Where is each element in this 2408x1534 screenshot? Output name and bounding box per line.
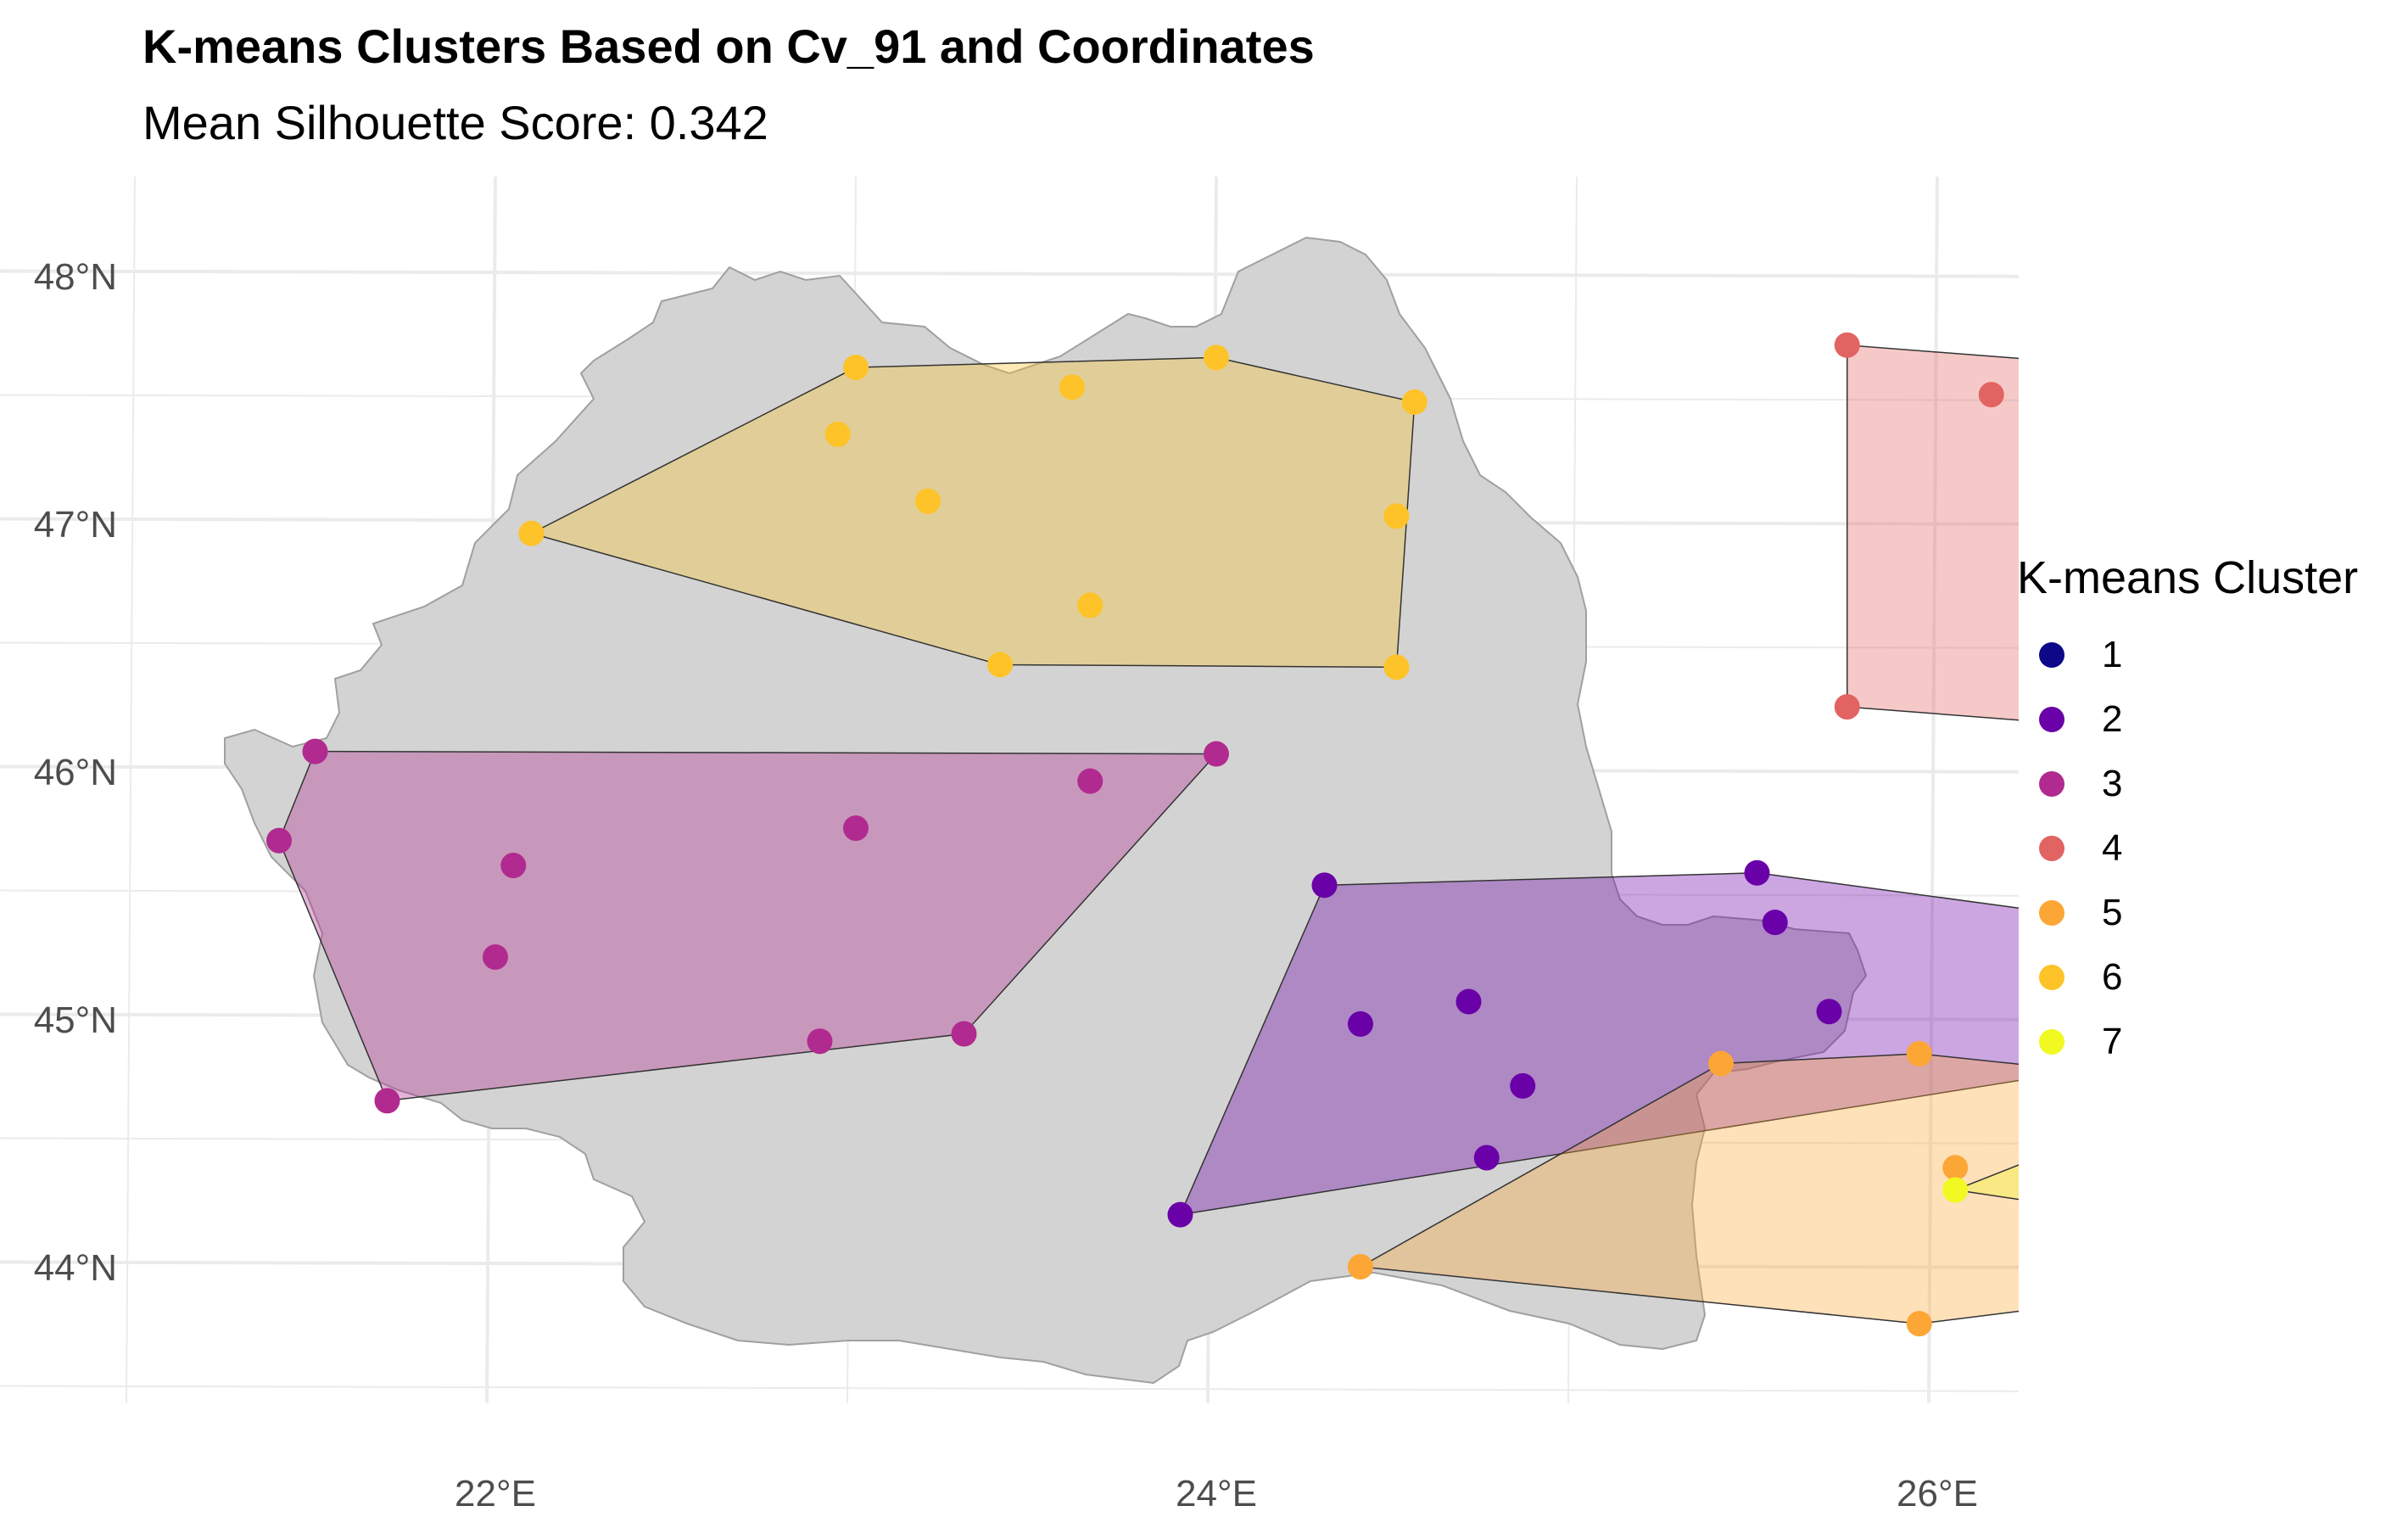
cluster-5-point xyxy=(1708,1050,1734,1077)
cluster-2-point xyxy=(1816,999,1842,1025)
gridline-lon-26 xyxy=(1927,176,1939,1403)
legend-label: 4 xyxy=(2102,827,2123,869)
legend-item-2: 2 xyxy=(2017,687,2358,752)
cluster-3-point xyxy=(500,852,527,878)
x-tick-label: 24°E xyxy=(1176,1473,1257,1514)
cluster-6-point xyxy=(1059,374,1085,400)
gridlines xyxy=(0,176,2019,1403)
legend-key-icon xyxy=(2039,707,2064,732)
y-tick-label: 48°N xyxy=(34,256,117,298)
gridline-lat-44.5 xyxy=(0,1137,2019,1145)
y-tick-label: 47°N xyxy=(34,504,117,546)
cluster-6-point xyxy=(518,520,545,546)
legend-key-icon xyxy=(2039,771,2064,797)
x-tick-label: 26°E xyxy=(1897,1473,1978,1514)
plot-area: 22°E24°E26°E28°E30°E 44°N45°N46°N47°N48°… xyxy=(0,176,2019,1514)
legend-label: 3 xyxy=(2102,763,2123,804)
cluster-2-point xyxy=(1167,1201,1193,1228)
cluster-6-point xyxy=(1077,592,1103,619)
legend-item-5: 5 xyxy=(2017,881,2358,945)
cluster-6-point xyxy=(843,355,869,381)
x-axis-ticks: 22°E24°E26°E28°E30°E xyxy=(455,1473,1978,1514)
cluster-6-point xyxy=(1204,344,1229,371)
cluster-5-point xyxy=(1906,1311,1932,1337)
cluster-2-point xyxy=(1348,1011,1373,1037)
legend-key-icon xyxy=(2039,1029,2064,1055)
cluster-6-point xyxy=(1401,389,1427,415)
cluster-5-point xyxy=(1906,1040,1932,1067)
cluster-6-point xyxy=(915,488,941,514)
legend: K-means Cluster 1 2 3 4 5 6 7 xyxy=(2017,551,2358,1074)
cluster-4-point xyxy=(1834,694,1860,720)
legend-title: K-means Cluster xyxy=(2017,552,2359,603)
gridline-lat-44 xyxy=(0,1260,2019,1269)
cluster-2-point xyxy=(1744,859,1770,886)
cluster-6-point xyxy=(987,652,1013,678)
cluster-2-point xyxy=(1762,910,1788,936)
legend-item-3: 3 xyxy=(2017,752,2358,816)
chart-subtitle: Mean Silhouette Score: 0.342 xyxy=(142,96,768,149)
cluster-3-hull xyxy=(278,750,1218,1102)
legend-key-icon xyxy=(2039,642,2064,668)
romania-base-map xyxy=(224,236,1868,1385)
legend-label: 2 xyxy=(2102,698,2123,740)
gridline-lat-48 xyxy=(0,269,2019,278)
legend-label: 6 xyxy=(2102,956,2123,998)
legend-item-1: 1 xyxy=(2017,623,2358,687)
x-tick-label: 22°E xyxy=(455,1473,536,1514)
cluster-4-point xyxy=(1978,382,2004,408)
cluster-7-point xyxy=(1942,1177,1969,1203)
cluster-6-point xyxy=(1383,503,1410,529)
y-tick-label: 46°N xyxy=(34,752,117,793)
legend-item-4: 4 xyxy=(2017,816,2358,881)
y-tick-label: 45°N xyxy=(34,999,117,1041)
cluster-6-point xyxy=(824,421,851,447)
legend-items: 1 2 3 4 5 6 7 xyxy=(2017,623,2358,1074)
gridline-lat-47.5 xyxy=(0,394,2019,401)
legend-item-7: 7 xyxy=(2017,1010,2358,1074)
cluster-4-point xyxy=(1834,332,1860,358)
cluster-3-point xyxy=(951,1021,977,1047)
cluster-7-hull xyxy=(1953,1164,2019,1201)
legend-label: 1 xyxy=(2102,634,2123,675)
y-axis-ticks: 44°N 45°N 46°N 47°N 48°N xyxy=(34,256,117,1289)
cluster-2-point xyxy=(1455,988,1482,1015)
cluster-2-point xyxy=(1473,1145,1500,1171)
cluster-5-point xyxy=(1348,1254,1373,1279)
cluster-3-point xyxy=(302,738,328,764)
cluster-5-point xyxy=(1942,1155,1969,1181)
legend-label: 5 xyxy=(2102,892,2123,933)
cluster-3-point xyxy=(843,815,869,842)
cluster-3-point xyxy=(1077,768,1103,794)
gridline-lon-21 xyxy=(126,176,136,1403)
legend-key-icon xyxy=(2039,900,2064,926)
cluster-3-point xyxy=(483,944,508,970)
cluster-3-point xyxy=(807,1028,833,1055)
gridline-lat-47 xyxy=(0,517,2019,526)
chart-title: K-means Clusters Based on Cv_91 and Coor… xyxy=(142,20,1315,73)
legend-item-6: 6 xyxy=(2017,945,2358,1010)
cluster-3-point xyxy=(1204,741,1229,767)
cluster-2-point xyxy=(1311,872,1338,899)
cluster-2-point xyxy=(1510,1072,1536,1099)
legend-key-icon xyxy=(2039,836,2064,861)
legend-key-icon xyxy=(2039,965,2064,990)
cluster-points xyxy=(266,332,2004,1337)
y-tick-label: 44°N xyxy=(34,1247,117,1289)
cluster-6-point xyxy=(1383,654,1410,680)
gridline-lat-43.5 xyxy=(0,1385,2019,1392)
cluster-3-point xyxy=(374,1088,400,1114)
cluster-3-point xyxy=(266,827,292,854)
legend-label: 7 xyxy=(2102,1021,2123,1062)
